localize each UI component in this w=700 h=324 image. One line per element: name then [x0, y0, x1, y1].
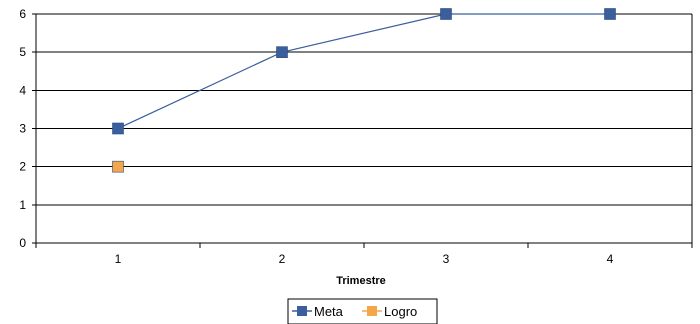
legend-label-logro: Logro	[384, 304, 417, 319]
legend: Meta Logro	[287, 298, 438, 324]
y-tick-label: 6	[19, 7, 26, 21]
y-tick-label: 2	[19, 160, 26, 174]
x-tick-label: 3	[443, 252, 450, 266]
legend-marker-meta	[297, 306, 307, 316]
x-tick-label: 2	[279, 252, 286, 266]
series-layer	[112, 8, 616, 173]
data-point-logro	[112, 160, 124, 173]
y-tick-label: 3	[19, 122, 26, 136]
data-point-meta	[276, 46, 288, 58]
y-tick-label: 4	[19, 83, 26, 97]
x-tick-label: 1	[115, 252, 122, 266]
x-axis-ticks: 1 2 3 4	[115, 252, 614, 266]
grid-lines	[32, 13, 693, 248]
x-tick-label: 4	[607, 252, 614, 266]
series-line-meta	[117, 13, 610, 130]
y-axis-ticks: 0 1 2 3 4 5 6	[19, 7, 26, 250]
data-point-meta	[604, 8, 616, 20]
x-axis-title: Trimestre	[336, 275, 386, 287]
y-tick-label: 0	[19, 236, 26, 250]
data-point-meta	[112, 122, 124, 135]
data-point-meta	[440, 8, 452, 20]
legend-marker-logro	[367, 306, 377, 316]
y-tick-label: 5	[19, 45, 26, 59]
y-tick-label: 1	[19, 198, 26, 212]
legend-label-meta: Meta	[314, 304, 344, 319]
